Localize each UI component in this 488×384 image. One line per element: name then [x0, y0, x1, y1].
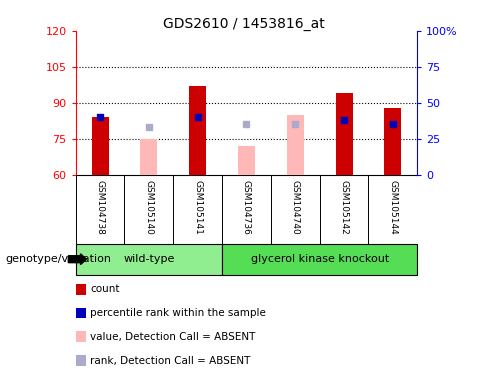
Text: GSM105144: GSM105144 [388, 180, 397, 235]
Text: GSM105141: GSM105141 [193, 180, 202, 235]
Text: percentile rank within the sample: percentile rank within the sample [90, 308, 266, 318]
Bar [336, 93, 353, 175]
Bar [92, 117, 108, 175]
Text: genotype/variation: genotype/variation [5, 254, 111, 264]
Bar [222, 244, 417, 275]
Text: GSM104738: GSM104738 [96, 180, 104, 235]
Text: GSM105140: GSM105140 [144, 180, 153, 235]
Text: GDS2610 / 1453816_at: GDS2610 / 1453816_at [163, 17, 325, 31]
Bar [287, 115, 304, 175]
Text: GSM104740: GSM104740 [291, 180, 300, 235]
Text: GSM104736: GSM104736 [242, 180, 251, 235]
Bar [385, 108, 402, 175]
Text: value, Detection Call = ABSENT: value, Detection Call = ABSENT [90, 332, 256, 342]
Bar [189, 86, 206, 175]
Bar [76, 244, 222, 275]
Bar [141, 139, 158, 175]
Text: GSM105142: GSM105142 [340, 180, 348, 235]
Text: glycerol kinase knockout: glycerol kinase knockout [250, 254, 389, 264]
Text: rank, Detection Call = ABSENT: rank, Detection Call = ABSENT [90, 356, 251, 366]
Text: wild-type: wild-type [123, 254, 175, 264]
Text: count: count [90, 284, 120, 294]
Bar [238, 146, 255, 175]
